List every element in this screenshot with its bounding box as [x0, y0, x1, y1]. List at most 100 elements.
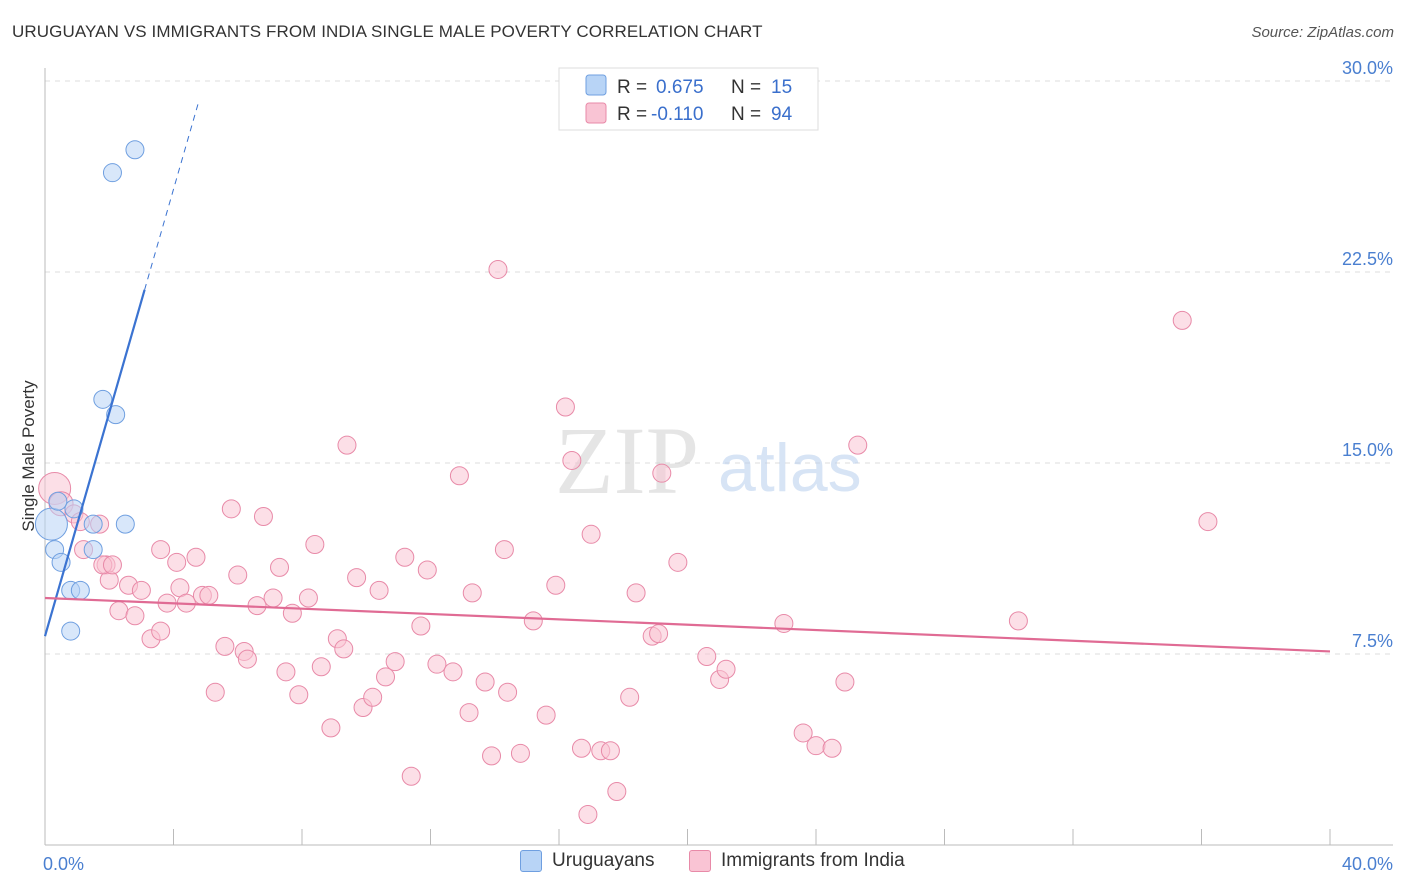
point-india	[321, 718, 341, 738]
point-india	[347, 568, 367, 588]
legend-n-value-india: 94	[771, 104, 793, 125]
point-india	[482, 746, 502, 766]
point-india	[167, 552, 187, 572]
x-tick-label-max: 40.0%	[1342, 854, 1393, 874]
point-india	[1198, 512, 1218, 532]
watermark-atlas: atlas	[718, 430, 862, 506]
point-india	[125, 606, 145, 626]
legend-item-uruguayans: Uruguayans	[520, 850, 654, 872]
point-india	[427, 654, 447, 674]
point-india	[109, 601, 129, 621]
point-india	[417, 560, 437, 580]
point-india	[806, 736, 826, 756]
point-uruguayans	[70, 580, 90, 600]
point-india	[652, 463, 672, 483]
legend-r-label-india: R =	[617, 104, 647, 125]
point-india	[311, 657, 331, 677]
point-india	[305, 534, 325, 554]
point-india	[334, 639, 354, 659]
y-axis-title: Single Male Poverty	[19, 380, 38, 532]
point-india	[151, 540, 171, 560]
trend-line-india	[44, 596, 1331, 653]
point-india	[363, 687, 383, 707]
point-uruguayans	[102, 163, 122, 183]
point-india	[607, 782, 627, 802]
point-uruguayans	[83, 540, 103, 560]
point-india	[581, 524, 601, 544]
point-india	[263, 588, 283, 608]
point-india	[395, 547, 415, 567]
data-points	[34, 140, 1218, 824]
point-india	[462, 583, 482, 603]
point-india	[376, 667, 396, 687]
watermark: ZIP atlas	[555, 407, 862, 514]
point-india	[626, 583, 646, 603]
point-india	[835, 672, 855, 692]
point-uruguayans	[48, 491, 68, 511]
point-india	[578, 804, 598, 824]
point-india	[298, 588, 318, 608]
point-uruguayans	[115, 514, 135, 534]
point-india	[488, 259, 508, 279]
point-india	[337, 435, 357, 455]
chart-source: Source: ZipAtlas.com	[1251, 24, 1394, 41]
point-india	[215, 636, 235, 656]
legend-swatch-uruguayans-bottom	[520, 850, 542, 872]
point-india	[449, 466, 469, 486]
legend-r-label-uruguayans: R =	[617, 77, 647, 98]
legend-swatch-india-bottom	[689, 850, 711, 872]
point-india	[562, 450, 582, 470]
x-tick-label-min: 0.0%	[43, 854, 84, 874]
point-india	[697, 647, 717, 667]
trend-line-uruguayans	[43, 289, 146, 637]
point-india	[571, 738, 591, 758]
point-uruguayans	[125, 140, 145, 160]
point-india	[401, 766, 421, 786]
point-india	[385, 652, 405, 672]
point-uruguayans	[83, 514, 103, 534]
point-india	[459, 703, 479, 723]
point-india	[228, 565, 248, 585]
point-india	[205, 682, 225, 702]
point-india	[1008, 611, 1028, 631]
legend-r-value-uruguayans: 0.675	[656, 77, 704, 98]
point-india	[369, 580, 389, 600]
point-india	[649, 624, 669, 644]
point-india	[510, 743, 530, 763]
gridlines	[45, 80, 1393, 655]
point-india	[443, 662, 463, 682]
point-india	[536, 705, 556, 725]
point-india	[102, 555, 122, 575]
legend-item-india: Immigrants from India	[689, 850, 905, 872]
point-india	[620, 687, 640, 707]
series-legend: Uruguayans Immigrants from India	[0, 850, 1406, 880]
point-india	[1172, 310, 1192, 330]
axes: 7.5% 15.0% 22.5% 30.0% 0.0% 40.0%	[43, 58, 1393, 874]
legend-n-label-uruguayans: N =	[731, 77, 761, 98]
point-india	[668, 552, 688, 572]
correlation-legend: R = 0.675 N = 15 R = -0.110 N = 94	[558, 67, 819, 131]
point-india	[270, 557, 290, 577]
point-india	[546, 575, 566, 595]
point-india	[186, 547, 206, 567]
chart-title: URUGUAYAN VS IMMIGRANTS FROM INDIA SINGL…	[12, 22, 763, 41]
y-tick-label: 30.0%	[1342, 58, 1393, 78]
point-india	[221, 499, 241, 519]
point-uruguayans	[34, 507, 68, 541]
point-india	[848, 435, 868, 455]
legend-swatch-india	[585, 102, 607, 124]
legend-swatch-uruguayans	[585, 74, 607, 96]
point-india	[151, 621, 171, 641]
point-india	[822, 738, 842, 758]
point-india	[411, 616, 431, 636]
point-india	[253, 506, 273, 526]
point-uruguayans	[64, 499, 84, 519]
point-india	[237, 649, 257, 669]
point-india	[716, 659, 736, 679]
y-tick-label: 7.5%	[1352, 631, 1393, 651]
point-india	[131, 580, 151, 600]
point-india	[276, 662, 296, 682]
point-india	[494, 540, 514, 560]
legend-label-uruguayans: Uruguayans	[552, 850, 655, 871]
